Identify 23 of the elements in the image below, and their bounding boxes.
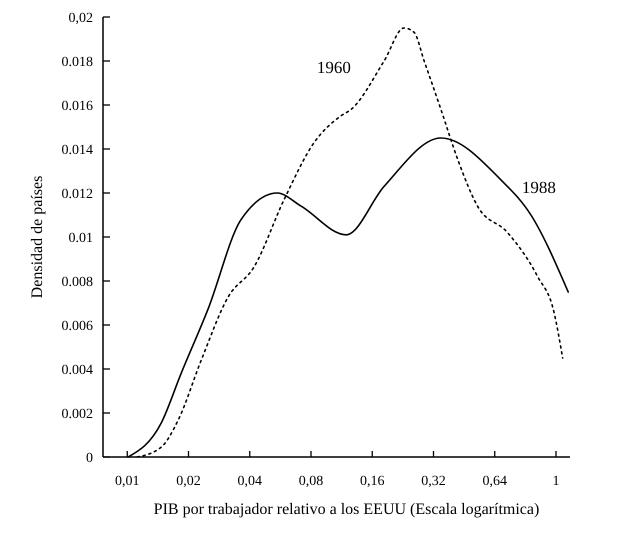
x-tick-label: 0,04 xyxy=(237,474,262,489)
y-tick-label: 0.012 xyxy=(62,186,93,202)
x-axis-title: PIB por trabajador relativo a los EEUU (Escala logarítmica) xyxy=(154,501,540,518)
y-tick-label: 0.018 xyxy=(62,54,93,70)
y-tick-label: 0.008 xyxy=(62,274,93,290)
x-tick-label: 0,64 xyxy=(482,474,507,489)
x-tick-label: 0,01 xyxy=(115,474,140,489)
x-tick-label: 1 xyxy=(552,474,560,489)
y-tick-label: 0.002 xyxy=(62,406,93,422)
x-tick-label: 0,16 xyxy=(360,474,384,489)
x-tick-label: 0,08 xyxy=(298,474,324,489)
y-tick-label: 0 xyxy=(86,450,93,466)
x-tick-label: 0,32 xyxy=(421,474,446,489)
y-axis-title: Densidad de países xyxy=(29,176,46,298)
y-tick-label: 0.01 xyxy=(68,230,93,246)
y-tick-label: 0.006 xyxy=(62,318,93,334)
x-tick-label: 0,02 xyxy=(176,474,201,489)
series-label: 1988 xyxy=(522,178,556,197)
y-tick-label: 0,02 xyxy=(68,10,93,26)
y-tick-label: 0.016 xyxy=(62,98,93,114)
y-tick-label: 0.014 xyxy=(62,142,93,158)
y-tick-label: 0.004 xyxy=(62,362,93,378)
series-label: 1960 xyxy=(316,58,351,77)
